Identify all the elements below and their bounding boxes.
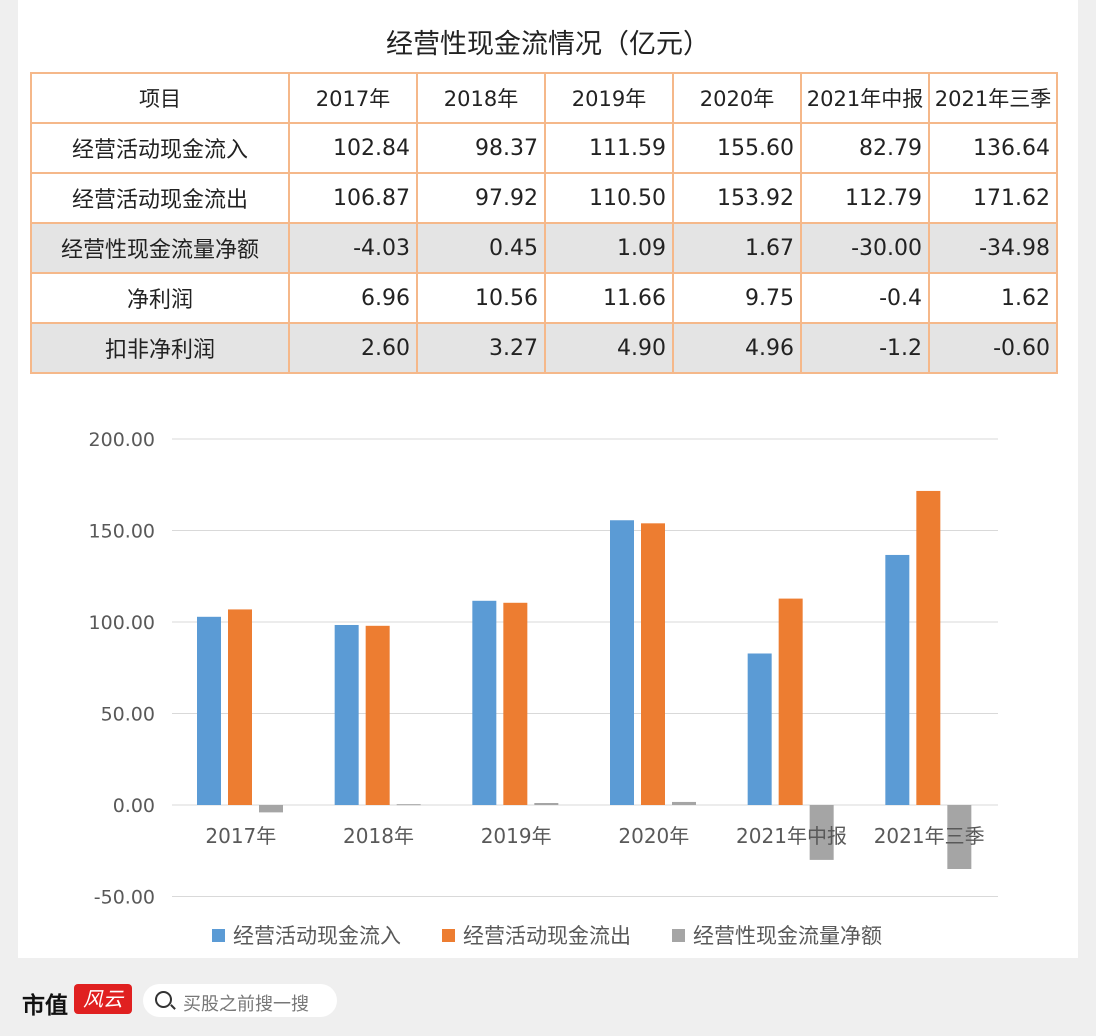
y-tick-label: -50.00 [94,887,155,909]
value-cell: 4.90 [544,322,674,374]
row-label: 经营活动现金流出 [30,172,290,224]
x-tick-label: 2021年中报 [736,824,847,848]
legend-swatch [672,929,685,942]
bar [197,616,221,805]
bar [472,600,497,805]
header-cell: 2017年 [288,72,418,124]
value-cell: 136.64 [928,122,1058,174]
value-cell: -0.4 [800,272,930,324]
bar [916,490,941,805]
bar-chart: -50.00 0.00 50.00 100.00 150.00 200.00 2017年 20… [89,429,998,948]
table-header-row: 项目 2017年 2018年 2019年 2020年 2021年中报 2021年三季 [30,72,1058,124]
bar [809,805,834,860]
header-cell: 2018年 [416,72,546,124]
row-label: 经营活动现金流入 [30,122,290,174]
header-cell: 2019年 [544,72,674,124]
value-cell: 4.96 [672,322,802,374]
y-tick-label: 150.00 [89,521,155,543]
value-cell: -0.60 [928,322,1058,374]
value-cell: 9.75 [672,272,802,324]
value-cell: -1.2 [800,322,930,374]
table-row: 经营活动现金流出 106.87 97.92 110.50 153.92 112.79 171… [30,172,1058,224]
bar [885,554,910,805]
search-icon [155,991,172,1008]
row-label: 扣非净利润 [30,322,290,374]
value-cell: 171.62 [928,172,1058,224]
bar [396,804,421,806]
logo-badge: 风云 [74,984,132,1014]
value-cell: 6.96 [288,272,418,324]
legend-label: 经营活动现金流出 [463,924,631,948]
value-cell: 153.92 [672,172,802,224]
value-cell: -34.98 [928,222,1058,274]
table-row: 经营活动现金流入 102.84 98.37 111.59 155.60 82.79 136.… [30,122,1058,174]
table-row: 经营性现金流量净额 -4.03 0.45 1.09 1.67 -30.00 -34.98 [30,222,1058,274]
y-tick-label: 0.00 [113,795,155,817]
search-box[interactable]: 买股之前搜一搜 [143,984,337,1017]
bar [228,609,252,805]
legend-swatch [442,929,455,942]
row-label: 经营性现金流量净额 [30,222,290,274]
x-tick-label: 2017年 [205,824,276,848]
bar [747,653,772,805]
value-cell: 1.67 [672,222,802,274]
y-tick-label: 100.00 [89,612,155,634]
bar [672,801,696,805]
value-cell: 3.27 [416,322,546,374]
legend-label: 经营活动现金流入 [233,924,401,948]
value-cell: -4.03 [288,222,418,274]
value-cell: 98.37 [416,122,546,174]
value-cell: -30.00 [800,222,930,274]
bar [534,803,559,805]
footer-bar: 市值 风云 买股之前搜一搜 [0,958,1096,1036]
bar [610,520,634,805]
value-cell: 112.79 [800,172,930,224]
bar [778,598,803,805]
value-cell: 1.62 [928,272,1058,324]
legend-label: 经营性现金流量净额 [693,924,882,948]
bar [365,625,390,805]
header-cell: 2021年三季 [928,72,1058,124]
value-cell: 110.50 [544,172,674,224]
header-cell: 2020年 [672,72,802,124]
value-cell: 102.84 [288,122,418,174]
header-cell: 2021年中报 [800,72,930,124]
logo[interactable]: 市值 [22,993,68,1019]
x-tick-label: 2021年三季 [874,824,985,848]
value-cell: 10.56 [416,272,546,324]
y-tick-label: 50.00 [101,704,155,726]
value-cell: 82.79 [800,122,930,174]
header-cell: 项目 [30,72,290,124]
bar [334,624,359,805]
value-cell: 111.59 [544,122,674,174]
bar [641,523,665,805]
bar [503,602,528,805]
table-row: 扣非净利润 2.60 3.27 4.90 4.96 -1.2 -0.60 [30,322,1058,374]
x-tick-label: 2019年 [481,824,552,848]
row-label: 净利润 [30,272,290,324]
search-placeholder: 买股之前搜一搜 [183,994,309,1015]
bar [947,805,972,870]
cash-flow-table: 项目 2017年 2018年 2019年 2020年 2021年中报 2021年三季 经营活动… [30,72,1058,374]
table-row: 净利润 6.96 10.56 11.66 9.75 -0.4 1.62 [30,272,1058,324]
y-tick-label: 200.00 [89,429,155,451]
value-cell: 106.87 [288,172,418,224]
page-title: 经营性现金流情况（亿元） [386,29,710,60]
value-cell: 0.45 [416,222,546,274]
value-cell: 155.60 [672,122,802,174]
x-tick-label: 2018年 [343,824,414,848]
bar [259,805,283,813]
value-cell: 11.66 [544,272,674,324]
value-cell: 1.09 [544,222,674,274]
value-cell: 97.92 [416,172,546,224]
legend-swatch [212,929,225,942]
value-cell: 2.60 [288,322,418,374]
x-tick-label: 2020年 [618,824,689,848]
